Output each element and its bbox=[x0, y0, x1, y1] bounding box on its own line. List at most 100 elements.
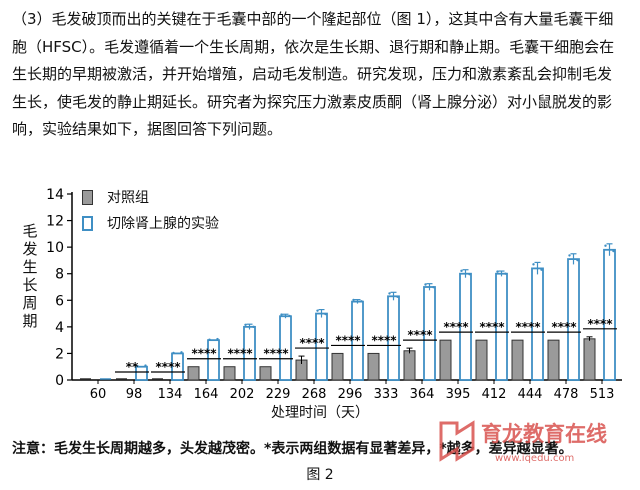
bar-control bbox=[439, 339, 452, 381]
chart-bars bbox=[80, 243, 616, 381]
x-tick-label: 98 bbox=[126, 387, 143, 402]
paragraph-line: 生长，使毛发的静止期延长。研究者为探究压力激素皮质酮（肾上腺分泌）对小鼠脱发的影 bbox=[12, 92, 613, 111]
bar-control bbox=[403, 350, 416, 381]
data-point-experiment bbox=[468, 273, 471, 276]
significance-label: **** bbox=[479, 320, 505, 334]
data-point-experiment bbox=[576, 258, 579, 262]
data-point-experiment bbox=[396, 295, 399, 298]
legend-item-control: 对照组 bbox=[82, 186, 219, 208]
bar-control bbox=[187, 366, 200, 381]
data-point-experiment bbox=[324, 312, 327, 316]
chart-axes: 0 2 4 6 8 10 12 14 60 98 134 164 202 229 268 296 333 364 3… bbox=[46, 187, 622, 402]
legend-label-experiment: 切除肾上腺的实验 bbox=[107, 216, 219, 232]
x-tick-label: 229 bbox=[266, 387, 291, 402]
x-tick-label: 296 bbox=[338, 387, 363, 402]
significance-label: **** bbox=[515, 320, 541, 334]
x-tick-label: 364 bbox=[410, 387, 435, 402]
x-tick-label: 412 bbox=[482, 387, 507, 402]
bar-control bbox=[259, 366, 272, 381]
data-point-experiment bbox=[172, 351, 175, 355]
data-point-experiment bbox=[424, 283, 427, 286]
significance-label: **** bbox=[299, 336, 325, 350]
legend-item-experiment: 切除肾上腺的实验 bbox=[82, 212, 219, 234]
significance-label: **** bbox=[227, 347, 253, 361]
x-tick-label: 513 bbox=[590, 387, 615, 402]
y-tick-label: 10 bbox=[46, 240, 64, 256]
paragraph-line: 响，实验结果如下，据图回答下列问题。 bbox=[12, 120, 283, 138]
significance-label: ** bbox=[126, 360, 139, 374]
x-tick-label: 444 bbox=[518, 387, 543, 402]
bar-control bbox=[367, 352, 380, 381]
legend-swatch-control bbox=[82, 189, 93, 205]
data-point-experiment bbox=[208, 338, 211, 341]
x-tick-label: 395 bbox=[446, 387, 471, 402]
data-point-experiment bbox=[144, 364, 147, 367]
chart-legend: 对照组 切除肾上腺的实验 bbox=[82, 186, 219, 238]
chart-note: 注意：毛发生长周期越多，头发越茂密。*表示两组数据有显著差异，*越多，差异越显著… bbox=[12, 441, 573, 457]
bar-control bbox=[583, 338, 596, 381]
figure-label: 图 2 bbox=[306, 467, 334, 483]
x-tick-label: 134 bbox=[158, 387, 183, 402]
x-tick-label: 202 bbox=[230, 387, 255, 402]
data-point-experiment bbox=[388, 292, 391, 295]
question-paragraph: （3）毛发破顶而出的关键在于毛囊中部的一个隆起部位（图 1），这其中含有大量毛囊… bbox=[12, 6, 632, 144]
y-tick-label: 4 bbox=[55, 320, 64, 336]
significance-label: **** bbox=[155, 360, 181, 374]
y-tick-label: 2 bbox=[55, 346, 64, 362]
bar-control bbox=[511, 339, 524, 381]
bar-experiment bbox=[171, 352, 184, 381]
x-tick-label: 268 bbox=[302, 387, 327, 402]
bar-experiment bbox=[603, 248, 616, 381]
significance-label: **** bbox=[191, 347, 217, 361]
x-tick-label: 164 bbox=[194, 387, 219, 402]
y-tick-label: 14 bbox=[46, 187, 64, 203]
data-point-experiment bbox=[316, 309, 319, 312]
data-point-experiment bbox=[244, 323, 247, 326]
bar-control bbox=[223, 366, 236, 381]
significance-label: **** bbox=[551, 320, 577, 334]
paragraph-line: 生长期的早期被激活，并开始增殖，启动毛发制造。研究发现，压力和激素紊乱会抑制毛发 bbox=[12, 65, 613, 83]
x-axis-label: 处理时间（天） bbox=[271, 405, 369, 421]
paragraph-line: （3）毛发破顶而出的关键在于毛囊中部的一个隆起部位（图 1），这其中含有大量毛囊… bbox=[12, 10, 614, 28]
data-point-experiment bbox=[460, 269, 463, 273]
legend-swatch-experiment bbox=[82, 215, 93, 231]
svg-text:育龙教育在线: 育龙教育在线 bbox=[481, 422, 607, 446]
watermark-logo: 育龙教育在线 www.iqedu.com bbox=[439, 420, 607, 464]
data-point-experiment bbox=[352, 298, 355, 302]
y-tick-label: 12 bbox=[46, 214, 64, 230]
data-point-experiment bbox=[532, 263, 535, 266]
paragraph-line: 胞（HFSC）。毛发遵循着一个生长周期，依次是生长期、退行期和静止期。毛囊干细胞… bbox=[12, 37, 615, 56]
data-point-experiment bbox=[360, 300, 363, 303]
x-tick-label: 333 bbox=[374, 387, 399, 402]
bar-experiment bbox=[207, 339, 220, 381]
data-point-experiment bbox=[432, 286, 435, 289]
data-point-experiment bbox=[216, 337, 219, 341]
bar-control bbox=[475, 339, 488, 381]
legend-label-control: 对照组 bbox=[107, 190, 149, 206]
bar-control bbox=[331, 352, 344, 381]
x-tick-label: 478 bbox=[554, 387, 579, 402]
data-point-experiment bbox=[252, 325, 255, 329]
bar-chart: 0 2 4 6 8 10 12 14 60 98 134 164 202 229 268 296 333 364 3… bbox=[46, 187, 622, 402]
data-point-experiment bbox=[180, 351, 183, 354]
data-point-experiment bbox=[504, 272, 507, 275]
y-axis-label: 毛发生长周期 bbox=[22, 222, 38, 330]
data-point-experiment bbox=[496, 270, 499, 273]
bar-control bbox=[547, 339, 560, 381]
y-tick-label: 6 bbox=[55, 293, 64, 309]
data-point-experiment bbox=[280, 313, 283, 316]
data-point-experiment bbox=[568, 254, 571, 257]
significance-label: **** bbox=[407, 328, 433, 342]
significance-label: **** bbox=[587, 317, 613, 331]
y-tick-label: 0 bbox=[55, 373, 64, 389]
x-tick-label: 60 bbox=[90, 387, 107, 402]
data-point-experiment bbox=[540, 268, 543, 271]
bar-experiment bbox=[135, 365, 148, 381]
y-tick-label: 8 bbox=[55, 267, 64, 283]
data-point-experiment bbox=[136, 365, 139, 368]
significance-markers: ** ******** **** ******** **** **** ******** **… bbox=[115, 317, 617, 374]
data-point-experiment bbox=[288, 314, 291, 318]
significance-label: **** bbox=[371, 333, 397, 347]
data-point-experiment bbox=[612, 249, 615, 253]
significance-label: **** bbox=[263, 347, 289, 361]
